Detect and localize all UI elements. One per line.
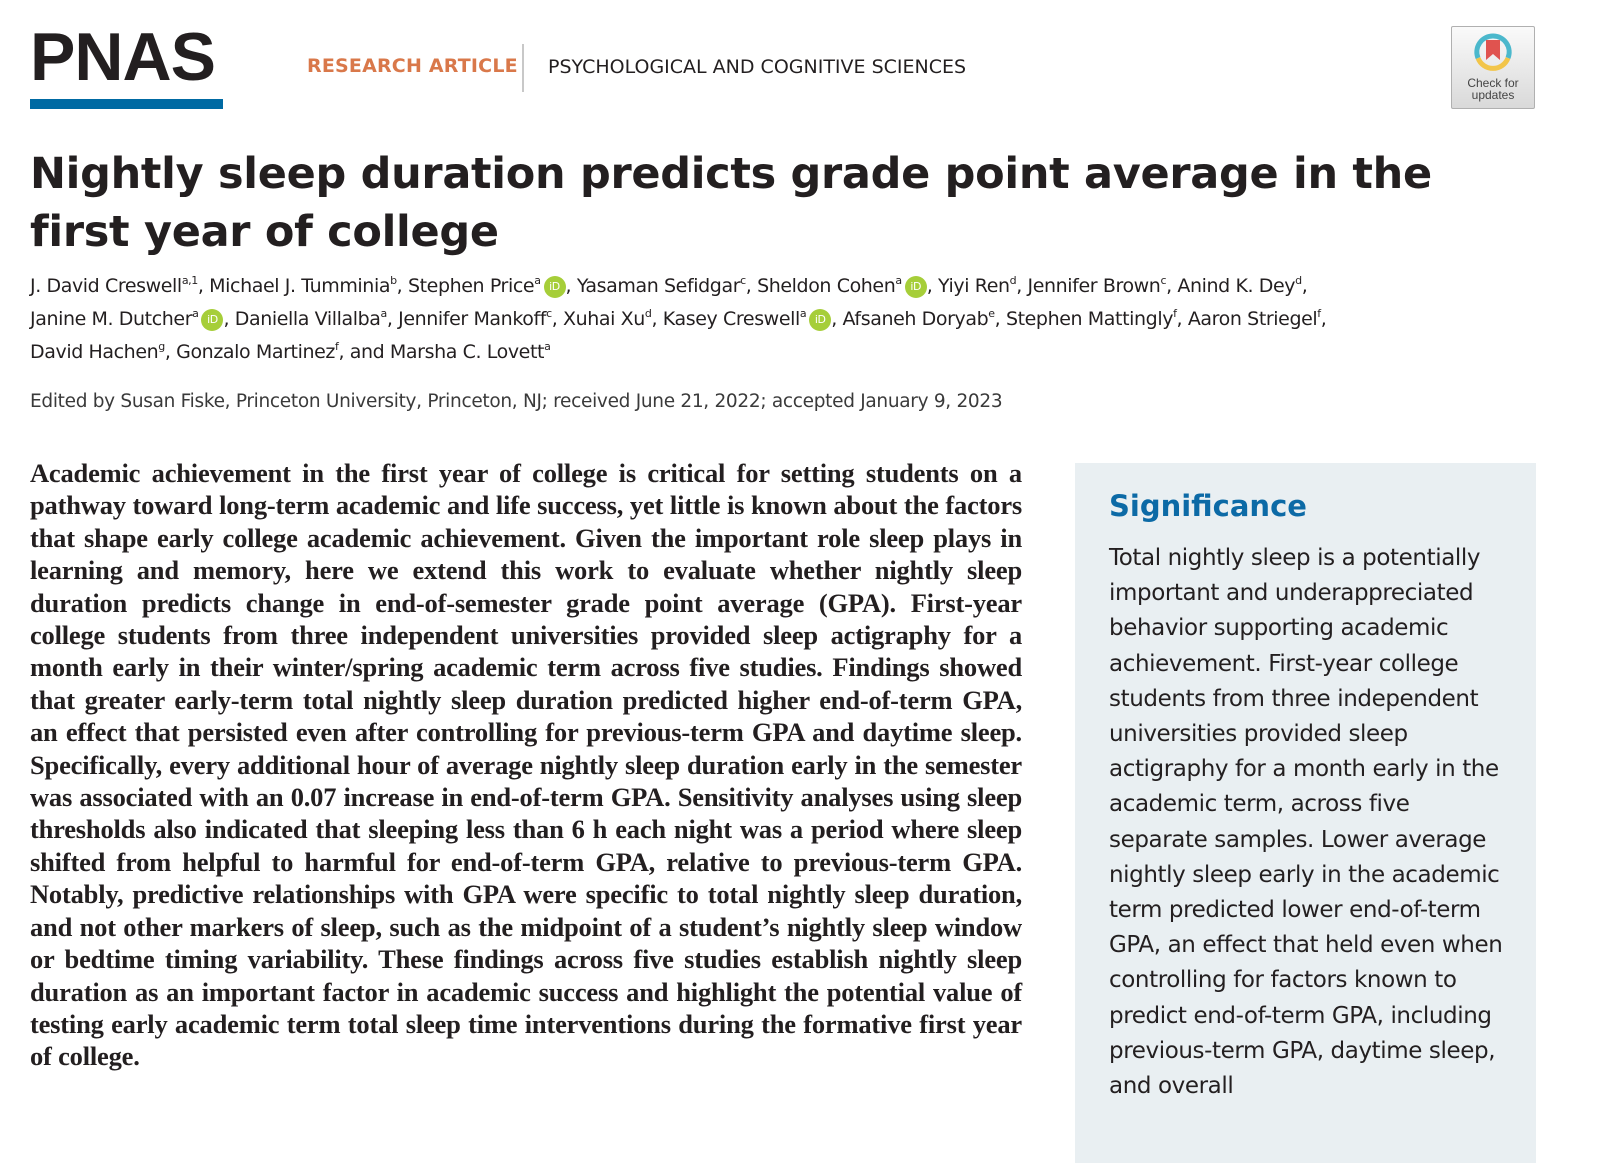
article-type-label: RESEARCH ARTICLE	[307, 55, 518, 77]
author-name[interactable]: Janine M. Dutcher	[30, 308, 193, 330]
section-label[interactable]: PSYCHOLOGICAL AND COGNITIVE SCIENCES	[548, 56, 967, 78]
author: Yiyi Rend	[938, 274, 1017, 297]
author-name[interactable]: Daniella Villalba	[234, 308, 381, 330]
author-name[interactable]: Sheldon Cohen	[757, 275, 896, 297]
author-name[interactable]: Yiyi Ren	[938, 275, 1010, 297]
author: Aaron Striegelf	[1188, 308, 1321, 330]
author-affiliation[interactable]: a	[544, 340, 551, 353]
author-separator: ,	[1320, 308, 1327, 330]
author-separator: ,	[223, 308, 235, 330]
check-for-updates-line2: updates	[1471, 88, 1515, 102]
author-separator: ,	[164, 341, 177, 363]
author: Afsaneh Doryabe	[842, 307, 996, 330]
author-separator: ,	[831, 308, 843, 330]
author: Jennifer Brownc	[1028, 275, 1167, 297]
author: Marsha C. Lovetta	[389, 340, 551, 363]
author: Anind K. Deyd	[1177, 274, 1302, 297]
orcid-icon[interactable]: iD	[543, 276, 566, 298]
author-separator: ,	[1176, 308, 1188, 330]
author-separator: ,	[651, 308, 663, 330]
author-name[interactable]: Aaron Striegel	[1187, 308, 1318, 330]
author-affiliation[interactable]: a	[799, 307, 807, 320]
author: Janine M. Dutchera iD	[30, 307, 224, 331]
author-affiliation[interactable]: c	[546, 307, 552, 320]
pnas-logo-text: PNAS	[30, 19, 216, 95]
author-affiliation[interactable]: a	[380, 307, 388, 320]
author-affiliation[interactable]: f	[1173, 307, 1177, 320]
editorial-info: Edited by Susan Fiske, Princeton Univers…	[30, 391, 1003, 412]
author-name[interactable]: Gonzalo Martinez	[176, 341, 335, 363]
article-title: Nightly sleep duration predicts grade po…	[30, 149, 1432, 257]
author-affiliation[interactable]: d	[644, 307, 652, 320]
author-separator: ,	[1301, 275, 1308, 297]
author-separator: ,	[994, 308, 1006, 330]
orcid-icon[interactable]: iD	[904, 276, 927, 298]
author-affiliation[interactable]: b	[390, 274, 397, 287]
author-name[interactable]: Xuhai Xu	[563, 308, 645, 330]
author-separator: ,	[197, 275, 210, 297]
author: Stephen Mattinglyf	[1006, 308, 1177, 330]
author-name[interactable]: David Hachen	[30, 341, 159, 363]
author-name[interactable]: Stephen Mattingly	[1005, 308, 1174, 330]
crossmark-icon	[1474, 33, 1512, 71]
author-separator: ,	[1166, 275, 1178, 297]
author: Stephen Pricea iD	[407, 274, 566, 298]
author-name[interactable]: Jennifer Brown	[1027, 275, 1161, 297]
author-affiliation[interactable]: d	[1295, 274, 1302, 287]
author-name[interactable]: J. David Creswell	[30, 275, 182, 297]
significance-box: Significance Total nightly sleep is a po…	[1075, 463, 1536, 1163]
author-affiliation[interactable]: g	[158, 340, 165, 353]
author-name[interactable]: Afsaneh Doryab	[842, 308, 989, 330]
author-name[interactable]: Jennifer Mankoff	[398, 308, 547, 330]
author-name[interactable]: Michael J. Tumminia	[209, 275, 391, 297]
author-affiliation[interactable]: e	[988, 307, 995, 320]
author-affiliation[interactable]: d	[1009, 274, 1017, 287]
significance-title: Significance	[1109, 489, 1307, 523]
author-list: J. David Creswella,1, Michael J. Tummini…	[30, 270, 1450, 369]
pnas-logo-bar	[30, 99, 223, 109]
author-separator: ,	[396, 275, 408, 297]
author: Michael J. Tumminiab	[209, 275, 397, 297]
author: J. David Creswella,1	[30, 275, 198, 297]
author-separator: ,	[565, 275, 577, 297]
author-affiliation[interactable]: a	[895, 274, 902, 287]
author-separator: ,	[1016, 275, 1028, 297]
author-separator: ,	[551, 308, 563, 330]
author-separator: ,	[926, 275, 938, 297]
check-for-updates-button[interactable]: Check for updates	[1451, 26, 1535, 109]
author: Sheldon Cohena iD	[757, 274, 927, 298]
orcid-icon[interactable]: iD	[809, 309, 832, 331]
author-separator: ,	[745, 275, 758, 297]
author-separator: , and	[338, 341, 390, 363]
author-affiliation[interactable]: a,1	[181, 274, 198, 287]
author-name[interactable]: Kasey Creswell	[662, 308, 800, 330]
significance-text: Total nightly sleep is a potentially imp…	[1109, 545, 1503, 1100]
abstract-text: Academic achievement in the first year o…	[30, 458, 1022, 1072]
author: David Hacheng	[30, 341, 165, 363]
author: Gonzalo Martinezf	[176, 340, 339, 363]
pnas-logo[interactable]: PNAS	[30, 19, 223, 109]
author-affiliation[interactable]: a	[192, 307, 199, 320]
author: Jennifer Mankoffc	[398, 308, 552, 330]
header-divider	[522, 44, 524, 92]
author-separator: ,	[386, 308, 399, 330]
author-name[interactable]: Yasaman Sefidgar	[576, 275, 741, 297]
author: Kasey Creswella iD	[662, 307, 832, 331]
author: Yasaman Sefidgarc	[577, 275, 746, 297]
orcid-icon[interactable]: iD	[201, 309, 224, 331]
author: Daniella Villalbaa	[234, 307, 388, 330]
author-affiliation[interactable]: f	[334, 340, 339, 353]
author-affiliation[interactable]: c	[740, 274, 746, 287]
author-affiliation[interactable]: c	[1160, 274, 1167, 287]
author: Xuhai Xud	[563, 308, 652, 330]
author-affiliation[interactable]: f	[1317, 307, 1321, 320]
author-name[interactable]: Marsha C. Lovett	[389, 341, 545, 363]
author-name[interactable]: Stephen Price	[407, 275, 535, 297]
author-affiliation[interactable]: a	[534, 274, 541, 287]
check-for-updates-line1: Check for	[1467, 76, 1519, 90]
author-name[interactable]: Anind K. Dey	[1177, 275, 1296, 297]
